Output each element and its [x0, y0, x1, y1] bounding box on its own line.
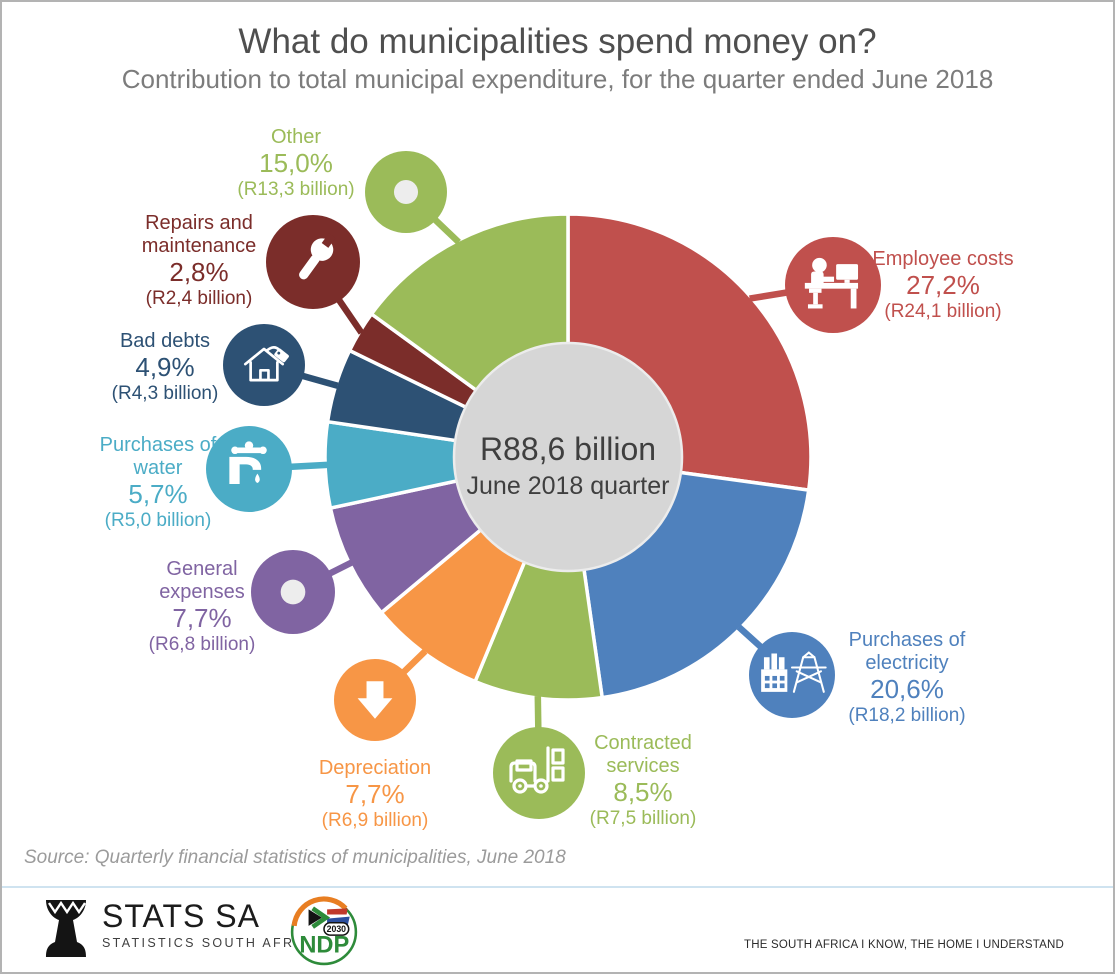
ndp-label: NDP [299, 933, 349, 959]
center-total-label: R88,6 billion [480, 431, 656, 467]
statssa-name: STATS SA [102, 898, 260, 934]
icon-badge-bad-debts [223, 324, 305, 406]
statssa-subtitle: STATISTICS SOUTH AFRICA [102, 936, 323, 950]
source-note: Source: Quarterly financial statistics o… [24, 847, 566, 868]
ndp-logo: NDP 2030 [290, 896, 358, 966]
down-arrow-icon [357, 681, 393, 719]
statssa-wordmark: STATS SA STATISTICS SOUTH AFRICA [102, 899, 322, 950]
donut-center [452, 341, 684, 573]
footer-divider [2, 886, 1113, 888]
page-title: What do municipalities spend money on? [238, 22, 877, 61]
water-tap-icon [229, 441, 267, 484]
donut-icon [280, 579, 306, 605]
statssa-logo: STATS SA STATISTICS SOUTH AFRICA [40, 899, 322, 959]
ndp-year: 2030 [327, 924, 347, 934]
house-tag-icon [243, 346, 289, 382]
donut-icon [393, 179, 419, 205]
person-at-desk-icon [804, 257, 859, 309]
forklift-icon [509, 746, 565, 794]
drum-logo-icon [46, 900, 86, 957]
icon-badge-water [206, 426, 292, 512]
center-period-label: June 2018 quarter [467, 472, 670, 500]
page-subtitle: Contribution to total municipal expendit… [121, 64, 994, 94]
footer-tagline: THE SOUTH AFRICA I KNOW, THE HOME I UNDE… [744, 939, 1064, 951]
wrench-icon [299, 233, 336, 280]
icon-badge-electricity [749, 632, 835, 718]
factory-pylon-icon [761, 651, 827, 693]
icon-badge-contracted-services [493, 727, 585, 819]
